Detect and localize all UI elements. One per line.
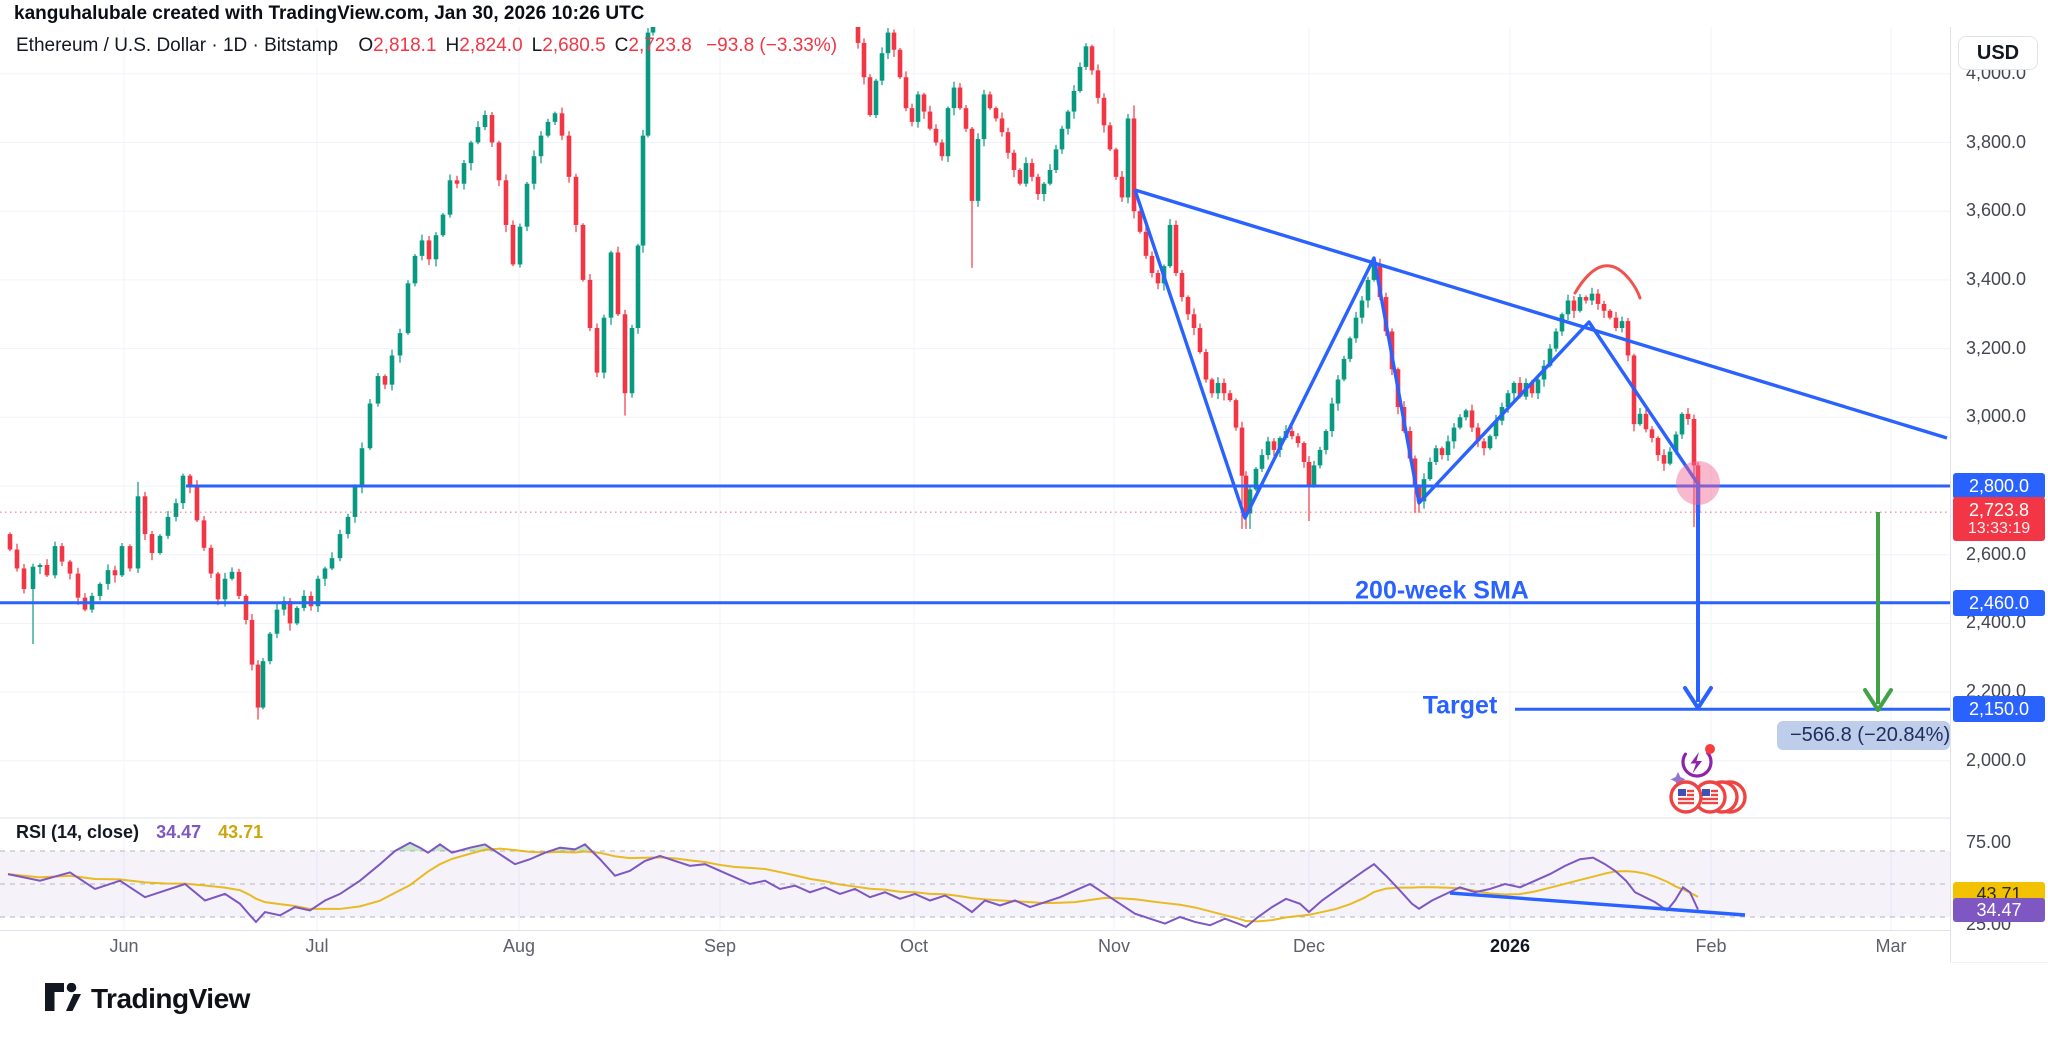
ohlc-key: C: [614, 35, 629, 56]
price-tick-label: 2,200.0: [1966, 681, 2027, 702]
price-axis[interactable]: 4,000.0 3,800.0 3,600.0 3,400.0 3,200.0 3,000…: [1950, 27, 2048, 962]
attribution-text: kanguhalubale created with TradingView.c…: [14, 3, 645, 24]
attribution-bar: kanguhalubale created with TradingView.c…: [0, 0, 2048, 27]
symbol-header[interactable]: Ethereum / U.S. Dollar · 1D · Bitstamp O…: [16, 35, 837, 57]
red-dot-icon: [1705, 744, 1715, 754]
tradingview-logo[interactable]: TradingView: [45, 983, 250, 1015]
price-tick-label: 2,000.0: [1966, 749, 2027, 770]
ohlc-value: 2,723.8: [628, 35, 692, 56]
ohlc-values: O2,818.1 H2,824.0 L2,680.5 C2,723.8: [349, 35, 691, 56]
level-price-badge: 2,460.0: [1953, 589, 2045, 616]
time-axis-label-2026: 2026: [1489, 936, 1531, 956]
time-axis-label-jun: Jun: [109, 936, 139, 956]
ohlc-key: O: [358, 35, 374, 56]
lightning-icon: [1690, 752, 1702, 774]
usd-coins-sticker: [1669, 780, 1747, 814]
price-tick-label: 2,400.0: [1966, 612, 2027, 633]
price-range-measurement: −566.8 (−20.84%) −5,6: [1777, 721, 1950, 750]
change-value: −93.8 (−3.33%): [706, 35, 838, 56]
time-axis[interactable]: Jun Jul Aug Sep Oct Nov Dec 2026 Feb Mar: [0, 930, 1950, 963]
tradingview-logo-mark: [45, 983, 81, 1011]
refresh-bolt-sticker: [1670, 744, 1715, 787]
price-tick-label: 3,200.0: [1966, 337, 2027, 358]
level-price-badge: 2,800.0: [1953, 473, 2045, 499]
ohlc-key: L: [531, 35, 543, 56]
ohlc-value: 2,818.1: [373, 35, 437, 56]
time-axis-label-sep: Sep: [703, 936, 737, 956]
rsi-title: RSI (14, close): [16, 822, 140, 842]
price-tick-label: 3,600.0: [1966, 200, 2027, 221]
currency-toggle-label: USD: [1976, 41, 2020, 64]
sma-annotation-label: 200-week SMA: [1355, 576, 1529, 605]
coin-flag-right: [1702, 789, 1718, 805]
current-price-badge: 2,723.8 13:33:19: [1953, 497, 2045, 542]
ohlc-key: H: [445, 35, 460, 56]
rsi-ma-value: 43.71: [218, 822, 264, 842]
target-annotation-label: Target: [1422, 691, 1498, 720]
symbol-name[interactable]: Ethereum / U.S. Dollar: [16, 35, 207, 56]
candles: [7, 27, 1701, 720]
rsi-legend: RSI (14, close) 34.47 43.71: [16, 822, 263, 843]
rsi-value: 34.47: [156, 822, 202, 842]
time-axis-label-oct: Oct: [899, 936, 929, 956]
price-tick-label: 3,000.0: [1966, 406, 2027, 427]
coin-flag-left: [1678, 789, 1694, 805]
level-price-badge: 2,150.0: [1953, 696, 2045, 723]
time-axis-label-jul: Jul: [305, 936, 329, 956]
symbol-meta: · 1D · Bitstamp: [211, 35, 339, 56]
ohlc-value: 2,680.5: [542, 35, 606, 56]
emoji-stickers: [1668, 740, 1752, 821]
rsi-tick-label: 75.00: [1966, 831, 2012, 852]
time-axis-label-feb: Feb: [1695, 936, 1727, 956]
time-axis-label-mar: Mar: [1875, 936, 1907, 956]
price-tick-label: 3,800.0: [1966, 131, 2027, 152]
currency-toggle-button[interactable]: USD: [1958, 36, 2038, 70]
price-tick-label: 2,600.0: [1966, 543, 2027, 564]
rsi-value-badge: 34.47: [1953, 897, 2045, 922]
time-axis-label-nov: Nov: [1097, 936, 1131, 956]
time-axis-label-dec: Dec: [1292, 936, 1326, 956]
price-tick-label: 3,400.0: [1966, 268, 2027, 289]
sparkle-icon: [1670, 772, 1686, 787]
time-axis-label-aug: Aug: [502, 936, 536, 956]
ohlc-value: 2,824.0: [459, 35, 523, 56]
tradingview-wordmark: TradingView: [91, 983, 250, 1014]
